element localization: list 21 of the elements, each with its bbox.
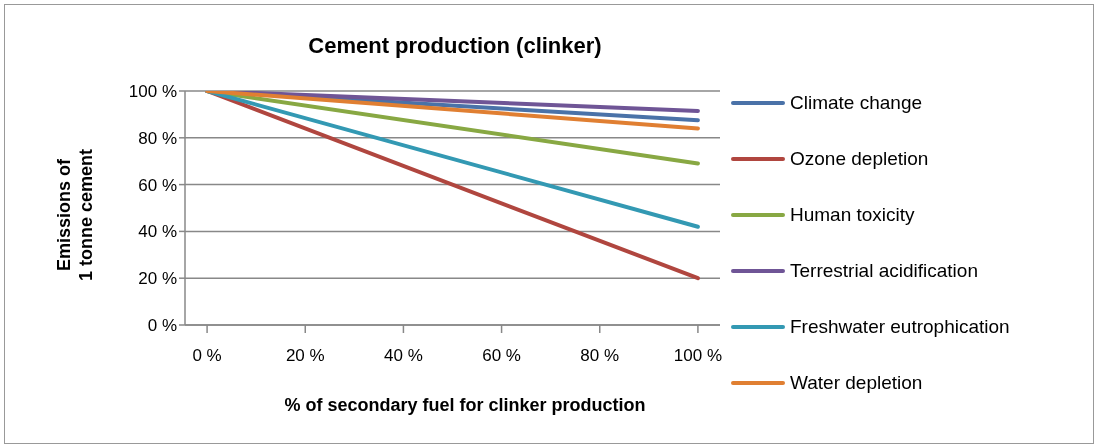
legend-label: Climate change [790,92,923,114]
x-axis-title: % of secondary fuel for clinker production [283,395,647,416]
x-tick-label: 100 % [673,346,723,366]
y-tick-label: 20 % [138,269,177,289]
y-tick-label: 60 % [138,175,177,195]
legend-label: Human toxicity [790,204,915,226]
chart-title: Cement production (clinker) [307,33,603,59]
x-tick-label: 0 % [192,346,222,366]
y-tick-label: 80 % [138,128,177,148]
legend-label: Ozone depletion [790,148,929,170]
y-axis-title: Emissions of 1 tonne cement [53,148,97,282]
x-tick-label: 20 % [285,346,325,366]
x-tick-label: 80 % [580,346,620,366]
x-tick-label: 40 % [384,346,423,366]
legend-label: Terrestrial acidification [790,260,978,282]
y-tick-label: 0 % [147,316,177,336]
legend-label: Water depletion [790,372,923,394]
x-tick-label: 60 % [482,346,521,366]
y-tick-label: 100 % [128,82,177,102]
y-tick-label: 40 % [138,222,177,242]
legend-label: Freshwater eutrophication [790,316,1010,338]
